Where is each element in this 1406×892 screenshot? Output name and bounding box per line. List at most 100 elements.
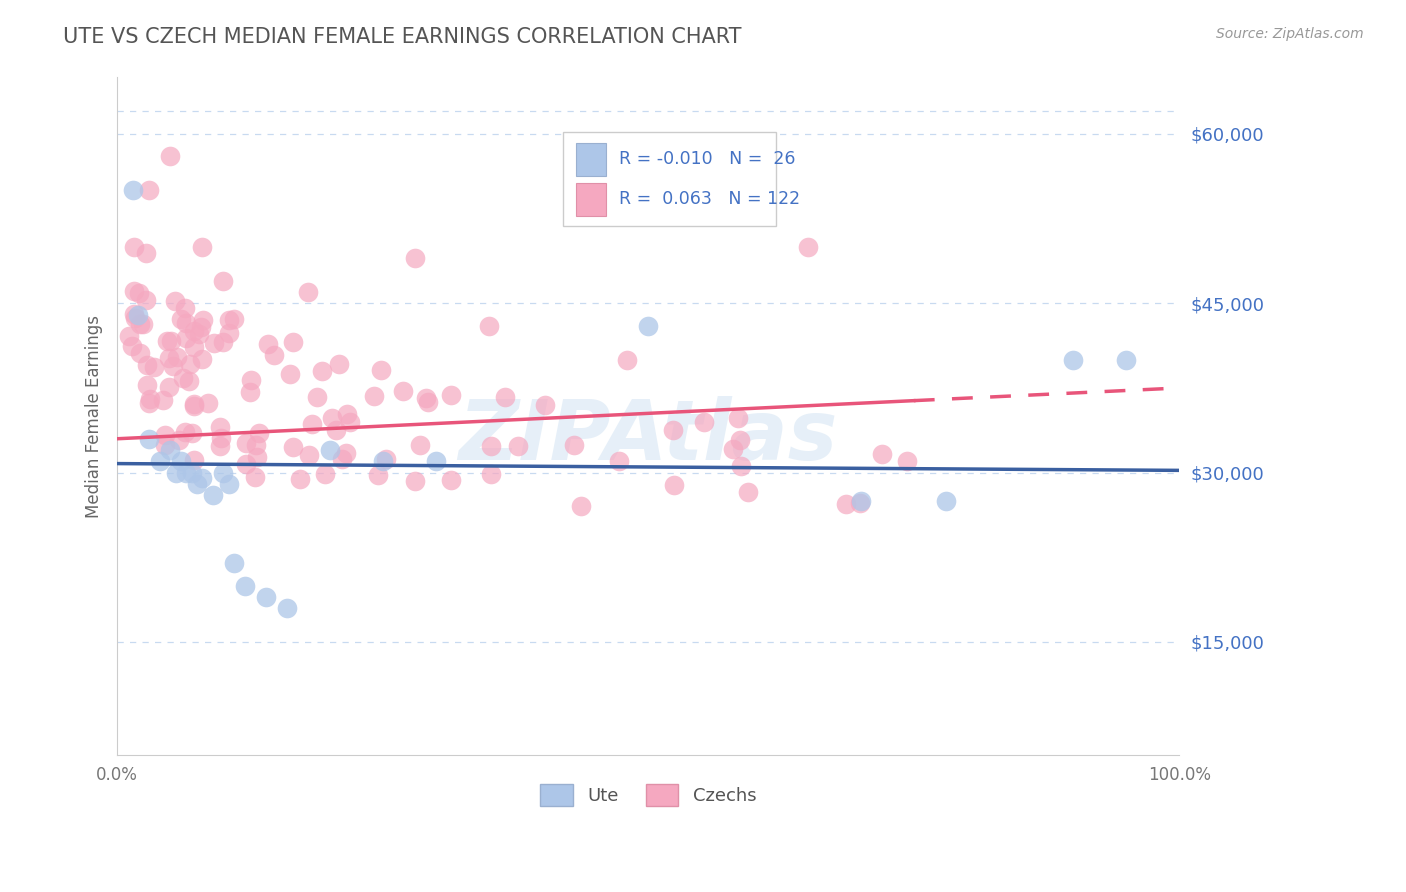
Point (136, 358, 159, 372)
Point (176, 331, 198, 345)
Point (298, 448, 321, 462)
Point (637, 318, 659, 333)
FancyBboxPatch shape (576, 143, 606, 176)
Point (288, 472, 311, 486)
Point (186, 477, 208, 491)
Point (257, 337, 280, 351)
Point (183, 324, 205, 338)
Point (191, 240, 214, 254)
Point (730, 458, 752, 473)
Point (174, 425, 197, 440)
Point (318, 443, 340, 458)
Point (159, 149, 181, 163)
Point (143, 359, 166, 374)
FancyBboxPatch shape (564, 132, 776, 227)
Point (307, 390, 329, 404)
Point (1115, 352, 1137, 367)
Text: R = -0.010   N =  26: R = -0.010 N = 26 (619, 151, 794, 169)
Point (208, 419, 231, 434)
Point (508, 439, 530, 453)
Point (222, 312, 245, 326)
Point (152, 392, 174, 407)
Point (129, 318, 152, 332)
Point (246, 450, 269, 464)
Point (118, 329, 141, 343)
Point (124, 284, 146, 298)
Point (321, 410, 343, 425)
Point (129, 346, 152, 360)
Point (363, 389, 385, 403)
Point (190, 320, 212, 334)
Point (159, 443, 181, 458)
Point (276, 601, 298, 615)
Point (165, 466, 187, 480)
Point (191, 471, 214, 485)
Point (212, 466, 235, 480)
Point (562, 438, 585, 452)
Point (314, 467, 336, 481)
Point (191, 351, 214, 366)
Point (138, 432, 160, 446)
Point (174, 316, 197, 330)
Point (607, 454, 630, 468)
Point (311, 364, 333, 378)
Point (301, 417, 323, 431)
Point (218, 313, 240, 327)
Point (662, 478, 685, 492)
Point (727, 411, 749, 425)
Point (263, 348, 285, 362)
Point (281, 440, 304, 454)
Point (191, 312, 214, 326)
Point (170, 454, 193, 468)
Point (173, 301, 195, 315)
Point (728, 434, 751, 448)
Point (153, 428, 176, 442)
Point (245, 438, 267, 452)
Point (796, 240, 818, 254)
Point (849, 493, 872, 508)
Point (121, 339, 143, 353)
Point (156, 334, 179, 348)
Point (425, 454, 447, 468)
Point (183, 399, 205, 413)
Point (157, 351, 180, 365)
Point (339, 415, 361, 429)
Point (370, 363, 392, 377)
Point (153, 438, 176, 452)
Point (138, 392, 160, 406)
Point (132, 317, 155, 331)
Text: R =  0.063   N = 122: R = 0.063 N = 122 (619, 190, 800, 209)
Point (278, 367, 301, 381)
Point (835, 497, 858, 511)
Point (935, 493, 957, 508)
Point (721, 442, 744, 456)
Point (172, 370, 194, 384)
Point (135, 293, 157, 307)
Point (374, 451, 396, 466)
Point (181, 426, 204, 441)
Point (479, 439, 502, 453)
Point (235, 436, 257, 450)
Point (870, 447, 893, 461)
Point (409, 438, 432, 452)
Point (849, 496, 872, 510)
Point (128, 286, 150, 301)
Point (247, 426, 270, 441)
Point (478, 318, 501, 333)
Point (616, 352, 638, 367)
Legend: Ute, Czechs: Ute, Czechs (533, 777, 763, 814)
Point (404, 251, 426, 265)
Point (179, 374, 201, 388)
Y-axis label: Median Female Earnings: Median Female Earnings (86, 315, 103, 517)
Point (737, 485, 759, 500)
Point (183, 340, 205, 354)
FancyBboxPatch shape (576, 183, 606, 216)
Point (138, 396, 160, 410)
Point (122, 307, 145, 321)
Point (209, 431, 232, 445)
Point (416, 395, 439, 409)
Point (239, 373, 262, 387)
Point (167, 434, 190, 448)
Point (328, 357, 350, 371)
Point (188, 327, 211, 342)
